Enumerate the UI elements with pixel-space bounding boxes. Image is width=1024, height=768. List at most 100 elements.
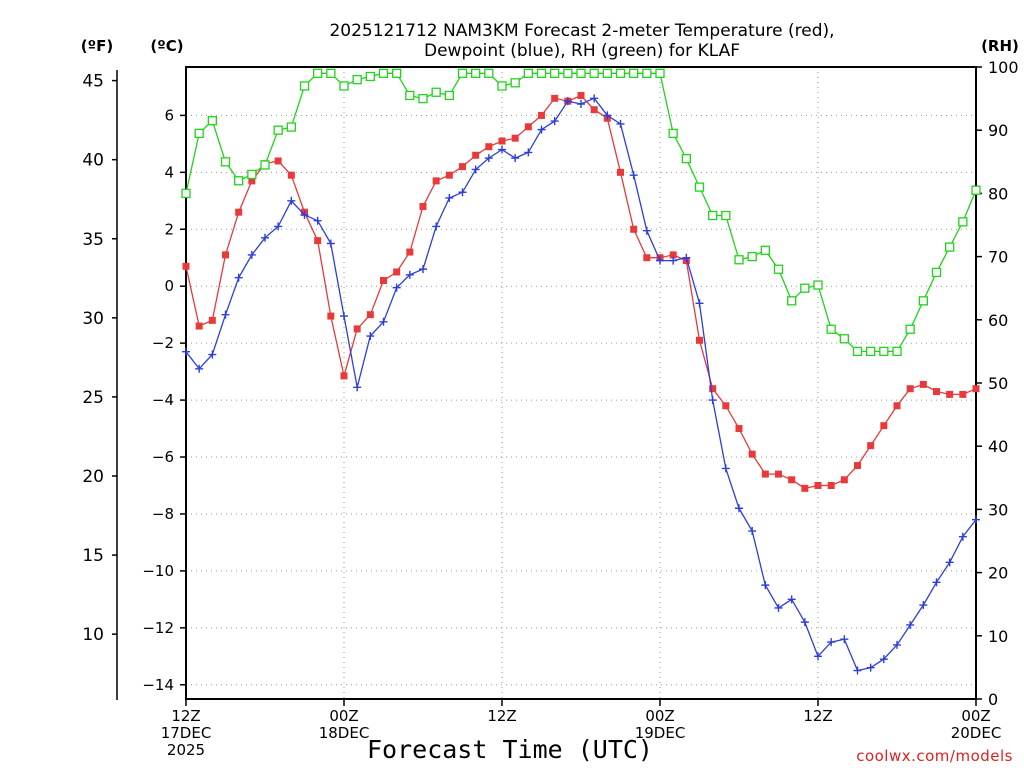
data-point: [589, 68, 599, 78]
data-point: [497, 81, 507, 91]
data-point: [946, 390, 954, 398]
data-point: [195, 322, 203, 330]
rh-tick-label: 80: [988, 184, 1008, 203]
data-point: [813, 280, 823, 290]
data-point: [656, 256, 664, 265]
data-point: [840, 635, 849, 644]
data-point: [669, 256, 678, 265]
data-point: [444, 90, 454, 101]
data-point: [222, 251, 229, 259]
data-point: [642, 226, 651, 235]
data-point: [511, 134, 519, 142]
data-point: [800, 618, 809, 627]
data-point: [510, 78, 520, 88]
data-point: [668, 128, 678, 139]
data-point: [800, 283, 810, 293]
data-point: [353, 325, 361, 333]
data-point: [787, 296, 797, 306]
data-point: [577, 91, 585, 99]
data-point: [682, 253, 691, 262]
data-point: [365, 71, 375, 82]
data-point: [892, 346, 902, 357]
data-point: [615, 68, 626, 78]
data-point: [234, 176, 244, 186]
data-point: [247, 250, 256, 259]
data-point: [392, 283, 401, 292]
data-point: [655, 68, 665, 78]
data-point: [327, 312, 335, 320]
gridlines: [186, 67, 976, 699]
x-tick-label: 18DEC: [319, 724, 370, 742]
fahrenheit-tick-label: 20: [82, 467, 104, 487]
data-point: [801, 484, 809, 492]
data-point: [709, 385, 717, 393]
chart-title-line1: 2025121712 NAM3KM Forecast 2-meter Tempe…: [329, 21, 834, 41]
data-point: [378, 68, 389, 78]
data-point: [853, 666, 862, 675]
data-point: [248, 177, 256, 185]
data-point: [286, 122, 296, 132]
celsius-tick-label: −6: [152, 448, 174, 466]
data-point: [945, 242, 955, 252]
data-point: [839, 334, 849, 344]
data-point: [182, 347, 190, 356]
data-point: [431, 87, 441, 97]
rh-tick-label: 60: [988, 311, 1008, 330]
data-point: [603, 111, 612, 120]
data-point: [774, 603, 783, 612]
data-point: [457, 68, 468, 78]
data-point: [972, 385, 980, 393]
data-point: [721, 464, 730, 473]
celsius-axis: 6 4 2 0 −2 −4 −6 −8 −10 −12 −14: [142, 106, 186, 694]
data-point: [642, 68, 652, 78]
data-point: [931, 267, 942, 278]
data-point: [814, 481, 822, 489]
data-point: [208, 316, 216, 324]
data-point: [313, 216, 322, 225]
data-point: [643, 254, 651, 262]
data-point: [419, 265, 427, 274]
chart-title-line2: Dewpoint (blue), RH (green) for KLAF: [424, 41, 740, 61]
rh-tick-label: 0: [988, 690, 998, 709]
data-point: [576, 68, 586, 78]
data-point: [274, 157, 282, 165]
data-point: [445, 193, 454, 202]
fahrenheit-tick-label: 15: [82, 546, 104, 566]
data-point: [972, 515, 980, 524]
data-point: [669, 251, 677, 259]
x-tick-label: 2025: [167, 741, 205, 759]
data-point: [274, 222, 283, 231]
data-point: [788, 476, 796, 484]
celsius-tick-label: −12: [142, 619, 174, 637]
rh-tick-label: 20: [988, 564, 1008, 583]
data-point: [617, 168, 624, 176]
data-point: [471, 165, 480, 174]
data-point: [748, 450, 756, 458]
series-dewpoint-c: [182, 94, 980, 675]
data-point: [616, 119, 625, 128]
celsius-tick-label: −4: [152, 391, 174, 409]
rh-tick-label: 70: [988, 248, 1008, 267]
data-point: [484, 154, 493, 163]
data-point: [735, 425, 743, 433]
data-point: [563, 97, 572, 106]
data-point: [761, 470, 769, 478]
data-point: [379, 317, 388, 326]
data-point: [523, 68, 533, 78]
data-point: [432, 177, 440, 185]
rh-tick-label: 90: [988, 121, 1008, 140]
data-point: [340, 312, 348, 321]
data-point: [563, 68, 573, 78]
data-point: [933, 388, 940, 396]
data-point: [630, 225, 638, 233]
data-point: [220, 157, 231, 167]
data-point: [958, 217, 968, 227]
data-point: [867, 442, 875, 450]
series-rh: [181, 68, 981, 357]
data-point: [577, 100, 585, 109]
data-point: [694, 182, 705, 192]
data-point: [485, 143, 493, 151]
data-point: [287, 171, 295, 179]
